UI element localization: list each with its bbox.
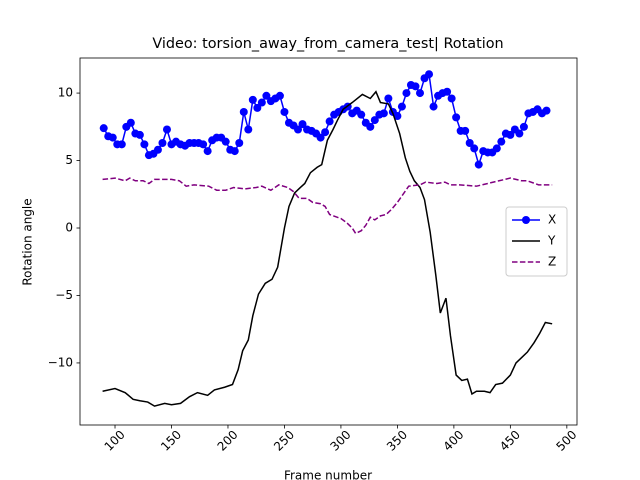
point — [244, 125, 253, 134]
point — [465, 139, 474, 148]
point — [470, 144, 479, 153]
point — [108, 133, 117, 142]
point — [117, 140, 126, 149]
point — [370, 116, 379, 125]
y-axis-label: Rotation angle — [21, 198, 35, 285]
point — [239, 107, 248, 116]
point — [203, 147, 212, 156]
point — [397, 102, 406, 111]
point — [474, 160, 483, 169]
point — [492, 144, 501, 153]
point — [321, 128, 330, 137]
point — [429, 102, 438, 111]
legend-label: Z — [548, 255, 556, 269]
point — [425, 70, 434, 79]
point — [99, 124, 108, 133]
point — [461, 126, 470, 135]
point — [235, 139, 244, 148]
point — [366, 122, 375, 131]
point — [158, 139, 167, 148]
point — [415, 89, 424, 98]
point — [515, 129, 524, 138]
point — [411, 82, 420, 91]
series-line — [102, 177, 553, 235]
y-tick-label: −5 — [55, 288, 73, 302]
point — [262, 91, 271, 100]
series-line — [102, 90, 553, 407]
legend-label: X — [548, 213, 556, 227]
y-tick-label: 5 — [65, 153, 73, 167]
point — [497, 137, 506, 146]
legend: XYZ — [505, 206, 568, 277]
point — [294, 125, 303, 134]
point — [153, 145, 162, 154]
y-tick-label: 10 — [58, 86, 73, 100]
point — [542, 106, 551, 115]
point — [506, 130, 515, 139]
point — [221, 137, 230, 146]
point — [280, 107, 289, 116]
chart-title: Video: torsion_away_from_camera_test| Ro… — [152, 36, 503, 52]
point — [135, 130, 144, 139]
point — [298, 120, 307, 129]
point — [316, 133, 325, 142]
point — [357, 110, 366, 119]
legend-marker — [522, 216, 530, 224]
legend-label: Y — [547, 234, 556, 248]
plot-frame — [79, 57, 578, 426]
point — [519, 122, 528, 131]
point — [384, 94, 393, 103]
point — [162, 125, 171, 134]
point — [379, 109, 388, 118]
point — [199, 140, 208, 149]
point — [253, 103, 262, 112]
point — [140, 140, 149, 149]
point — [447, 94, 456, 103]
point — [257, 98, 266, 107]
point — [275, 91, 284, 100]
y-tick-label: 0 — [65, 221, 73, 235]
point — [393, 112, 402, 121]
point — [230, 147, 239, 156]
point — [443, 87, 452, 96]
point — [248, 95, 257, 104]
y-tick-label: −10 — [48, 355, 73, 369]
x-axis-label: Frame number — [284, 469, 372, 480]
point — [126, 118, 135, 127]
point — [452, 113, 461, 122]
point — [402, 89, 411, 98]
point — [325, 117, 334, 126]
